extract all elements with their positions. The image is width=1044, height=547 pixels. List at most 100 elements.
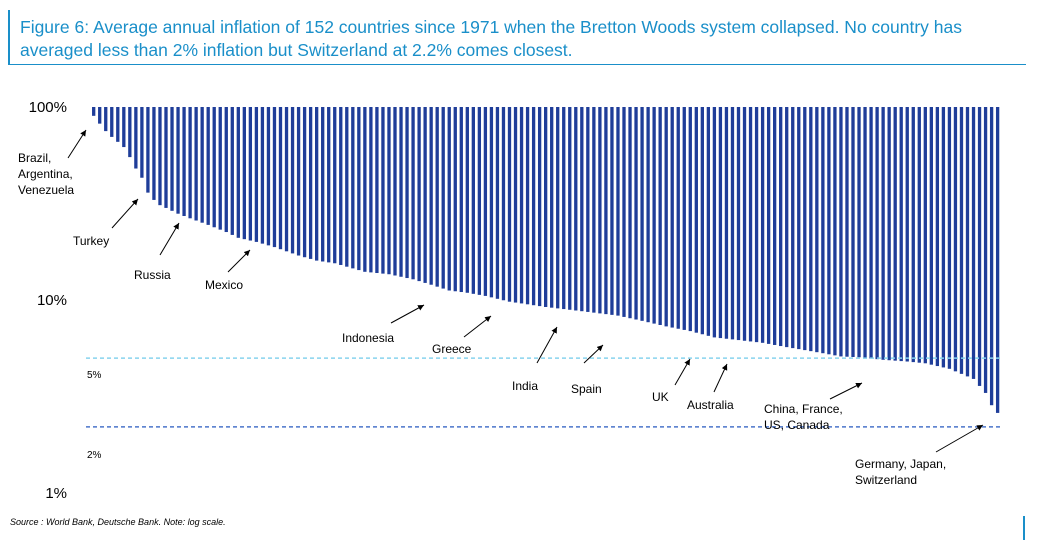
bar bbox=[875, 107, 879, 360]
bar bbox=[947, 107, 952, 369]
bar bbox=[224, 107, 228, 233]
bar bbox=[206, 107, 210, 225]
bar bbox=[556, 107, 560, 309]
bar bbox=[278, 107, 283, 250]
bar bbox=[887, 107, 891, 361]
bar bbox=[586, 107, 590, 312]
bar bbox=[453, 107, 457, 292]
bar bbox=[525, 107, 530, 305]
bar bbox=[351, 107, 355, 269]
bar bbox=[736, 107, 741, 341]
annotation-label: Mexico bbox=[205, 278, 243, 292]
bar bbox=[182, 107, 186, 217]
annotation: Mexico bbox=[205, 249, 251, 292]
bar bbox=[284, 107, 289, 252]
annotation: China, France, US, Canada bbox=[764, 382, 863, 432]
bar bbox=[995, 107, 1000, 413]
bar bbox=[754, 107, 759, 343]
bar bbox=[953, 107, 958, 372]
bar bbox=[544, 107, 548, 307]
annotations-group: Brazil, Argentina, Venezuela Turkey Russia Me… bbox=[18, 129, 984, 487]
bar bbox=[760, 107, 765, 343]
bar bbox=[574, 107, 578, 311]
bar bbox=[923, 107, 927, 364]
annotation: India bbox=[512, 326, 558, 393]
annotation: Brazil, Argentina, Venezuela bbox=[18, 129, 87, 197]
bar bbox=[598, 107, 602, 314]
bar bbox=[815, 107, 819, 353]
bar bbox=[248, 107, 253, 241]
bar bbox=[110, 107, 114, 137]
bar bbox=[477, 107, 482, 295]
annotation-label: Indonesia bbox=[342, 331, 394, 345]
bar bbox=[321, 107, 325, 262]
bar bbox=[742, 107, 747, 341]
bar bbox=[851, 107, 855, 357]
annotation-arrow bbox=[159, 222, 180, 256]
annotation-arrow bbox=[829, 382, 863, 400]
bar bbox=[724, 107, 729, 339]
bar bbox=[712, 107, 717, 338]
bar bbox=[965, 107, 970, 377]
bar bbox=[568, 107, 572, 310]
bar bbox=[785, 107, 789, 348]
bar bbox=[357, 107, 361, 271]
title-bar: Figure 6: Average annual inflation of 15… bbox=[8, 10, 1026, 65]
bar bbox=[254, 107, 259, 242]
annotation-arrow bbox=[67, 129, 87, 159]
bar bbox=[92, 107, 96, 116]
bar bbox=[242, 107, 246, 240]
bar bbox=[200, 107, 204, 223]
bar bbox=[628, 107, 632, 319]
bar bbox=[833, 107, 837, 356]
bar bbox=[393, 107, 397, 276]
bar bbox=[369, 107, 373, 273]
bar bbox=[405, 107, 409, 279]
annotation: Spain bbox=[571, 344, 604, 396]
bar bbox=[188, 107, 192, 219]
source-note: Source : World Bank, Deutsche Bank. Note… bbox=[10, 517, 226, 527]
annotation-label: China, France, US, Canada bbox=[764, 402, 843, 432]
bar bbox=[935, 107, 940, 367]
annotation-arrow bbox=[674, 358, 691, 386]
bar bbox=[152, 107, 156, 200]
bar bbox=[959, 107, 964, 374]
bar bbox=[730, 107, 735, 340]
bar bbox=[929, 107, 933, 365]
bar bbox=[827, 107, 831, 355]
bar bbox=[682, 107, 686, 330]
bar bbox=[429, 107, 433, 285]
bar bbox=[441, 107, 445, 289]
bar bbox=[670, 107, 674, 328]
bar bbox=[459, 107, 463, 293]
bar bbox=[941, 107, 946, 368]
annotation: Germany, Japan, Switzerland bbox=[855, 424, 984, 487]
annotation-arrow bbox=[390, 304, 425, 324]
bar bbox=[327, 107, 331, 263]
annotation-arrow bbox=[583, 344, 604, 364]
y-axis: 100% 10% 1% bbox=[29, 99, 67, 502]
bar bbox=[893, 107, 897, 361]
bar bbox=[869, 107, 873, 359]
bar bbox=[905, 107, 909, 362]
bar bbox=[194, 107, 198, 221]
annotation-label: Spain bbox=[571, 382, 602, 396]
bar bbox=[345, 107, 349, 267]
bar bbox=[881, 107, 885, 360]
bar bbox=[164, 107, 168, 208]
bar bbox=[652, 107, 656, 324]
annotation-arrow bbox=[935, 424, 984, 453]
bar bbox=[706, 107, 711, 336]
annotation-arrow bbox=[713, 363, 728, 393]
bar bbox=[417, 107, 421, 282]
annotation: Turkey bbox=[73, 198, 139, 248]
annotation-label: UK bbox=[652, 390, 669, 404]
annotation-label: India bbox=[512, 379, 538, 393]
annotation: UK bbox=[652, 358, 691, 404]
annotation-label: Germany, Japan, Switzerland bbox=[855, 457, 946, 487]
bar bbox=[797, 107, 801, 350]
bar bbox=[803, 107, 807, 351]
bar bbox=[513, 107, 518, 303]
bar bbox=[339, 107, 343, 265]
bar bbox=[610, 107, 614, 315]
